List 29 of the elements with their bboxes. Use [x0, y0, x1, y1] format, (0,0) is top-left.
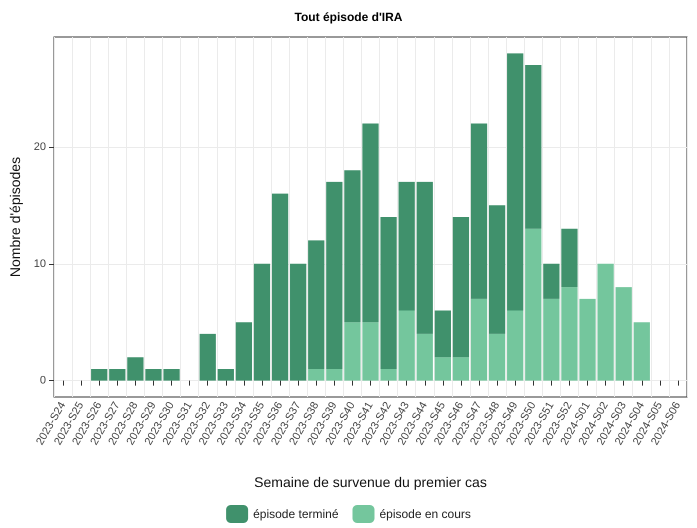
bar: [452, 217, 470, 358]
bar: [272, 194, 288, 381]
bar: [254, 264, 270, 381]
bar: [163, 368, 180, 381]
bar: [236, 322, 252, 381]
bar: [362, 123, 379, 322]
bar: [362, 322, 379, 381]
bar: [344, 322, 361, 381]
bar: [470, 298, 488, 381]
legend-label: épisode en cours: [379, 507, 471, 521]
y-tick-label: 20: [34, 140, 46, 153]
y-tick-label: 10: [34, 258, 46, 270]
bar: [488, 205, 506, 334]
bar: [380, 217, 397, 369]
bar: [452, 357, 470, 381]
chart-title: Tout épisode d'IRA: [294, 10, 403, 24]
bar: [561, 228, 578, 288]
bar: [543, 264, 560, 299]
bar: [344, 170, 361, 322]
bar: [579, 298, 596, 381]
y-tick-label: 0: [40, 374, 46, 387]
bar: [380, 368, 397, 381]
y-axis-title: Nombre d'épisodes: [7, 156, 23, 278]
bar: [470, 123, 488, 299]
legend-label: épisode terminé: [253, 507, 339, 521]
bar: [145, 368, 162, 381]
bar: [561, 287, 578, 381]
bar: [488, 334, 506, 381]
x-axis-title: Semaine de survenue du premier cas: [254, 474, 487, 490]
